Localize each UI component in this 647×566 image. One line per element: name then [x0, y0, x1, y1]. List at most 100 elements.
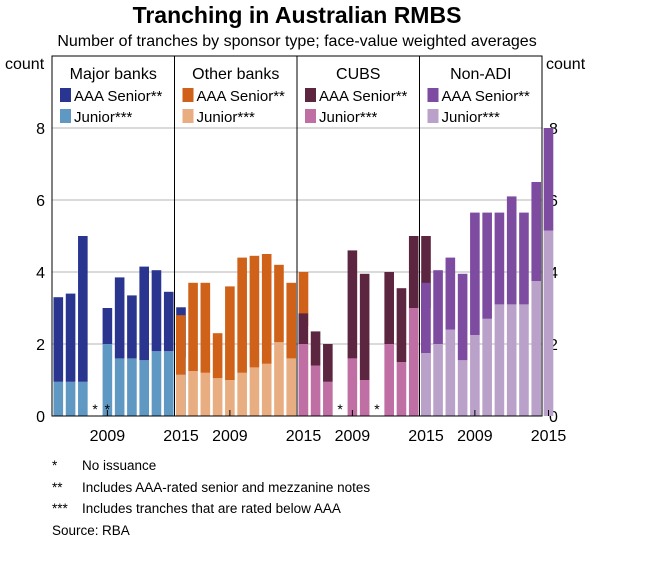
bar-junior: [139, 360, 149, 416]
x-tick-label: 2009: [457, 428, 493, 445]
bar-senior: [531, 182, 542, 281]
footnote-marker: *: [52, 458, 58, 473]
source-value: RBA: [102, 522, 130, 538]
legend-label: Junior***: [74, 109, 133, 126]
bar-senior: [494, 212, 505, 305]
panel-title: Major banks: [70, 66, 157, 83]
bar-senior: [298, 272, 309, 326]
bar-senior: [163, 291, 174, 352]
bar-senior: [249, 255, 260, 368]
bar-senior: [200, 282, 211, 373]
legend-swatch: [305, 88, 316, 102]
y-tick-label-right: 6: [549, 193, 558, 210]
bar-junior: [421, 353, 431, 416]
legend-label: AAA Senior**: [442, 88, 531, 105]
bar-senior: [237, 257, 247, 373]
bar-junior: [65, 381, 76, 416]
legend-swatch: [427, 109, 439, 123]
bar-senior: [151, 270, 162, 352]
bar-junior: [127, 358, 137, 416]
bar-junior: [531, 281, 542, 416]
bar-senior: [347, 250, 358, 359]
y-tick-label-left: 4: [36, 265, 45, 282]
bar-senior: [457, 273, 468, 361]
y-tick-label-right: 8: [549, 121, 558, 138]
bar-senior: [212, 333, 223, 379]
footnote-marker: ***: [52, 501, 68, 516]
bar-junior: [188, 371, 198, 416]
chart-title: Tranching in Australian RMBS: [133, 2, 462, 28]
legend-swatch: [60, 109, 71, 123]
x-tick-label: 2015: [408, 428, 444, 445]
bar-senior: [543, 128, 554, 231]
bar-senior: [470, 212, 480, 335]
y-tick-label-left: 0: [36, 409, 45, 426]
bar-junior: [225, 380, 235, 416]
bar-senior: [310, 331, 321, 366]
bar-senior: [298, 313, 309, 344]
legend-swatch: [427, 88, 439, 102]
no-issuance-marker: *: [374, 401, 380, 417]
bar-junior: [384, 344, 394, 416]
bar-senior: [114, 277, 125, 359]
legend-swatch: [305, 109, 316, 123]
bar-senior: [384, 272, 394, 344]
no-issuance-marker: *: [92, 401, 98, 417]
y-axis-label-left: count: [5, 56, 45, 73]
y-tick-label-right: 4: [549, 265, 558, 282]
bar-junior: [298, 344, 309, 416]
bar-junior: [274, 342, 284, 416]
bar-junior: [519, 304, 529, 416]
bar-junior: [470, 335, 480, 416]
bar-junior: [163, 351, 174, 416]
bar-junior: [359, 380, 370, 416]
legend-swatch: [60, 88, 71, 102]
x-tick-label: 2009: [212, 428, 248, 445]
bar-senior: [359, 273, 370, 380]
x-tick-label: 2015: [286, 428, 322, 445]
bar-junior: [506, 304, 517, 416]
bar-senior: [127, 295, 137, 359]
bar-senior: [323, 344, 333, 382]
bar-junior: [102, 344, 113, 416]
bar-junior: [494, 304, 505, 416]
bar-senior: [506, 196, 517, 305]
legend-swatch: [182, 88, 194, 102]
legend-label: Junior***: [319, 109, 378, 126]
bar-senior: [433, 270, 443, 344]
x-tick-label: 2009: [90, 428, 126, 445]
no-issuance-marker: *: [337, 401, 343, 417]
bar-senior: [408, 236, 419, 308]
y-tick-label-left: 8: [36, 121, 45, 138]
bar-senior: [102, 308, 113, 344]
footnote-junior: *** Includes tranches that are rated bel…: [52, 498, 370, 520]
bar-junior: [408, 308, 419, 416]
bar-junior: [396, 362, 407, 416]
footnote-no-issuance: * No issuance: [52, 455, 370, 477]
panel-title: Non-ADI: [450, 66, 511, 83]
bar-senior: [53, 297, 64, 382]
bar-junior: [249, 367, 260, 416]
bar-senior: [421, 282, 431, 353]
bar-junior: [78, 381, 88, 416]
footnotes: * No issuance ** Includes AAA-rated seni…: [52, 455, 370, 541]
bar-junior: [286, 358, 297, 416]
y-tick-label-left: 6: [36, 193, 45, 210]
footnote-text: Includes AAA-rated senior and mezzanine …: [82, 479, 371, 495]
bar-junior: [445, 329, 456, 416]
y-axis-label-right: count: [546, 56, 586, 73]
bar-junior: [237, 372, 247, 416]
bar-junior: [261, 363, 272, 416]
bar-junior: [347, 358, 358, 416]
bar-senior: [188, 282, 198, 371]
bar-junior: [114, 358, 125, 416]
bar-junior: [323, 381, 333, 416]
footnote-text: Includes tranches that are rated below A…: [82, 501, 341, 516]
bar-junior: [176, 374, 186, 416]
x-tick-label: 2015: [163, 428, 199, 445]
bar-senior: [421, 236, 431, 308]
legend-label: AAA Senior**: [74, 88, 163, 105]
bar-senior: [396, 288, 407, 362]
bar-junior: [53, 381, 64, 416]
bar-junior: [433, 344, 443, 416]
